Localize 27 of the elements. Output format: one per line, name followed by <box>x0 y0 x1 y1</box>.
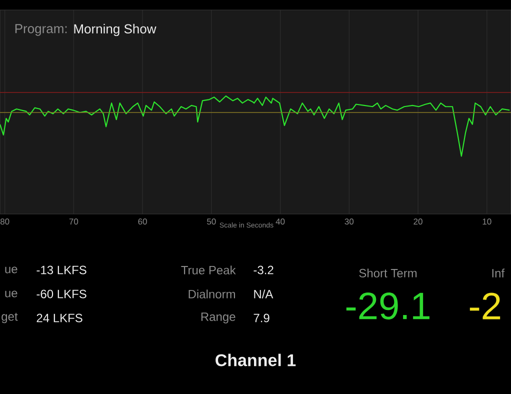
text: Channel 1 <box>216 354 296 366</box>
text: Morning Show <box>74 24 156 36</box>
x-tick-label: 20 <box>414 218 422 225</box>
x-tick-label: 30 <box>344 218 354 225</box>
x-tick-label: 10 <box>482 218 492 225</box>
x-tick-label: 50 <box>207 218 216 225</box>
text: ue <box>5 266 18 274</box>
text: True Peak <box>181 266 236 274</box>
text: -29.1 <box>346 292 430 320</box>
x-tick-label: 80 <box>0 218 10 225</box>
text: Short Term <box>359 268 417 278</box>
text: -60 LKFS <box>36 290 86 298</box>
text: -3.2 <box>254 266 274 274</box>
text: N/A <box>254 290 274 298</box>
x-tick-label: 70 <box>69 218 78 225</box>
text: Range <box>201 312 236 324</box>
text: 7.9 <box>254 314 270 322</box>
text: Inf <box>492 268 505 278</box>
text: get <box>2 312 18 324</box>
text: Program: <box>15 24 67 36</box>
text: Dialnorm <box>188 290 235 298</box>
text: ue <box>5 290 18 298</box>
text: 24 LKFS <box>36 314 82 322</box>
x-tick-label: 60 <box>138 218 147 225</box>
text: -2 <box>470 292 500 320</box>
x-tick-label: 40 <box>276 218 285 225</box>
text: -13 LKFS <box>36 266 86 274</box>
